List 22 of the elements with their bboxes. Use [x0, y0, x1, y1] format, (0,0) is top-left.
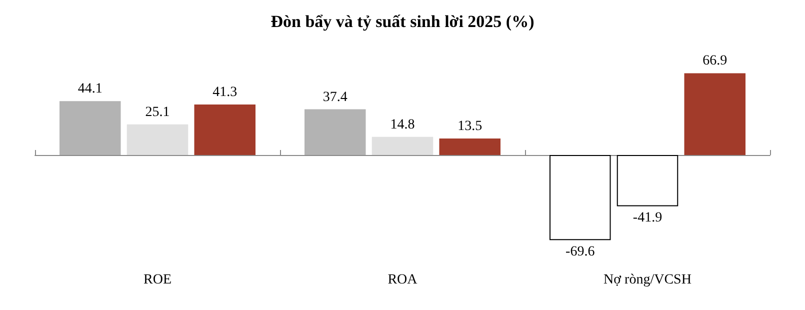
x-tick-label: Nợ ròng/VCSH: [604, 272, 692, 288]
data-label: 41.3: [212, 85, 238, 100]
bar: [126, 124, 188, 155]
chart-title: Đòn bẩy và tỷ suất sinh lời 2025 (%): [270, 12, 534, 31]
data-label: -41.9: [632, 210, 662, 226]
bar: [60, 101, 121, 155]
data-label: 66.9: [702, 54, 728, 69]
data-label: 37.4: [322, 90, 348, 105]
x-tick-label: ROE: [144, 272, 172, 288]
x-tick-label: ROA: [388, 272, 418, 288]
data-label: -69.6: [566, 244, 595, 260]
data-label: 25.1: [145, 104, 170, 120]
data-label: 14.8: [390, 117, 415, 132]
data-label: 13.5: [458, 119, 482, 134]
bar: [684, 73, 746, 155]
bar: [616, 155, 678, 206]
bar: [304, 109, 366, 155]
bar: [439, 138, 500, 155]
data-label: 44.1: [78, 82, 102, 97]
bar: [550, 155, 611, 240]
bar: [194, 104, 256, 155]
bar: [372, 136, 434, 155]
